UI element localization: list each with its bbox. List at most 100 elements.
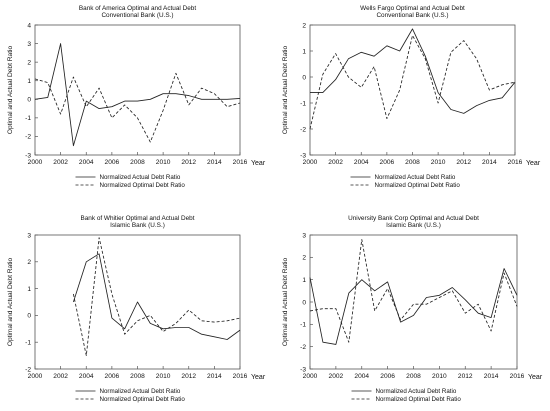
legend-label-actual: Normalized Actual Debt Ratio <box>100 388 181 395</box>
x-tick-label: 2014 <box>207 159 222 166</box>
x-tick-label: 2016 <box>233 159 248 166</box>
chart-title-line-0: Wells Fargo Optimal and Actual Debt <box>360 5 465 12</box>
y-axis-label: Optimal and Actual Debt Ratio <box>7 46 14 135</box>
y-tick-label: 3 <box>27 232 31 239</box>
chart-university-bank-corp: University Bank Corp Optimal and Actual … <box>275 205 550 410</box>
chart-bank-of-whitier: Bank of Whitier Optimal and Actual Debt I… <box>0 205 275 410</box>
x-tick-label: 2010 <box>156 373 171 380</box>
plot-frame <box>309 234 518 370</box>
series-line-actual <box>309 268 518 345</box>
y-tick-label: -2 <box>25 366 31 373</box>
x-tick-label: 2010 <box>156 159 171 166</box>
y-tick-label: -2 <box>300 126 306 133</box>
y-tick-label: 2 <box>302 255 306 262</box>
x-tick-label: 2006 <box>105 159 120 166</box>
chart-svg: Wells Fargo Optimal and Actual DebtConve… <box>282 5 541 189</box>
series-line-actual <box>310 28 516 114</box>
series-line-optimal <box>34 72 241 143</box>
x-tick-label: 2016 <box>233 373 248 380</box>
chart-title-line-0: Bank of Whitier Optimal and Actual Debt <box>80 215 194 222</box>
y-axis-label: Optimal and Actual Debt Ratio <box>282 46 289 135</box>
chart-title-line-1: Islamic Bank (U.S.) <box>386 222 441 229</box>
x-tick-label: 2010 <box>431 159 446 166</box>
series-line-actual <box>34 43 241 147</box>
x-tick-label: 2004 <box>79 159 94 166</box>
legend-label-optimal: Normalized Optimal Debt Ratio <box>375 182 461 189</box>
legend-label-actual: Normalized Actual Debt Ratio <box>376 388 457 395</box>
x-tick-label: 2012 <box>458 373 473 380</box>
chart-svg: University Bank Corp Optimal and Actual … <box>282 215 543 403</box>
x-tick-label: 2006 <box>380 373 395 380</box>
y-tick-label: 0 <box>302 74 306 81</box>
chart-bank-of-america: Bank of America Optimal and Actual Debt C… <box>0 0 275 205</box>
y-tick-label: 0 <box>27 97 31 104</box>
chart-title-line-1: Conventional Bank (U.S.) <box>101 12 173 19</box>
x-tick-label: 2010 <box>432 373 447 380</box>
chart-title-line-0: Bank of America Optimal and Actual Debt <box>79 5 196 12</box>
legend-label-actual: Normalized Actual Debt Ratio <box>100 174 181 181</box>
plot-frame <box>309 24 516 156</box>
chart-svg: Bank of America Optimal and Actual DebtC… <box>7 5 266 189</box>
series-line-optimal <box>72 237 241 357</box>
y-tick-label: 4 <box>27 22 31 29</box>
x-tick-label: 2012 <box>456 159 471 166</box>
x-tick-label: 2002 <box>328 159 343 166</box>
y-tick-label: 3 <box>27 41 31 48</box>
x-axis-label: Year <box>251 160 266 167</box>
legend-label-optimal: Normalized Optimal Debt Ratio <box>100 182 186 189</box>
x-tick-label: 2002 <box>329 373 344 380</box>
y-tick-label: 1 <box>27 286 31 293</box>
x-axis-label: Year <box>251 374 266 381</box>
y-tick-label: 3 <box>302 232 306 239</box>
legend-label-actual: Normalized Actual Debt Ratio <box>375 174 456 181</box>
x-tick-label: 2014 <box>484 373 499 380</box>
series-line-actual <box>72 253 241 340</box>
x-tick-label: 2012 <box>181 373 196 380</box>
y-tick-label: -3 <box>300 152 306 159</box>
x-tick-label: 2004 <box>79 373 94 380</box>
chart-title-line-1: Conventional Bank (U.S.) <box>376 12 448 19</box>
y-tick-label: 1 <box>302 277 306 284</box>
y-tick-label: -1 <box>300 100 306 107</box>
chart-svg: Bank of Whitier Optimal and Actual DebtI… <box>7 215 266 403</box>
x-tick-label: 2014 <box>207 373 222 380</box>
y-tick-label: 1 <box>27 78 31 85</box>
x-tick-label: 2002 <box>53 373 68 380</box>
y-tick-label: -2 <box>300 344 306 351</box>
y-tick-label: -3 <box>25 152 31 159</box>
chart-title-line-0: University Bank Corp Optimal and Actual … <box>348 215 479 222</box>
x-tick-label: 2000 <box>28 159 43 166</box>
x-tick-label: 2006 <box>105 373 120 380</box>
x-tick-label: 2014 <box>482 159 497 166</box>
y-tick-label: -1 <box>300 322 306 329</box>
chart-title-line-1: Islamic Bank (U.S.) <box>110 222 165 229</box>
x-tick-label: 2000 <box>303 159 318 166</box>
plot-frame <box>34 24 241 156</box>
x-axis-label: Year <box>528 374 543 381</box>
series-line-optimal <box>309 34 516 130</box>
y-tick-label: 2 <box>302 22 306 29</box>
legend-label-optimal: Normalized Optimal Debt Ratio <box>100 396 186 403</box>
legend-label-optimal: Normalized Optimal Debt Ratio <box>376 396 462 403</box>
x-tick-label: 2008 <box>405 159 420 166</box>
series-line-optimal <box>309 239 518 343</box>
x-tick-label: 2008 <box>406 373 421 380</box>
y-tick-label: -2 <box>25 134 31 141</box>
x-tick-label: 2016 <box>508 159 523 166</box>
y-tick-label: 0 <box>302 299 306 306</box>
x-tick-label: 2000 <box>303 373 318 380</box>
x-tick-label: 2008 <box>130 373 145 380</box>
x-tick-label: 2000 <box>28 373 43 380</box>
y-tick-label: 2 <box>27 59 31 66</box>
x-tick-label: 2004 <box>354 373 369 380</box>
y-tick-label: -3 <box>300 366 306 373</box>
y-tick-label: 0 <box>27 313 31 320</box>
x-tick-label: 2002 <box>53 159 68 166</box>
y-tick-label: 1 <box>302 48 306 55</box>
x-tick-label: 2016 <box>510 373 525 380</box>
x-tick-label: 2008 <box>130 159 145 166</box>
y-tick-label: 2 <box>27 259 31 266</box>
x-tick-label: 2006 <box>380 159 395 166</box>
x-axis-label: Year <box>526 160 541 167</box>
